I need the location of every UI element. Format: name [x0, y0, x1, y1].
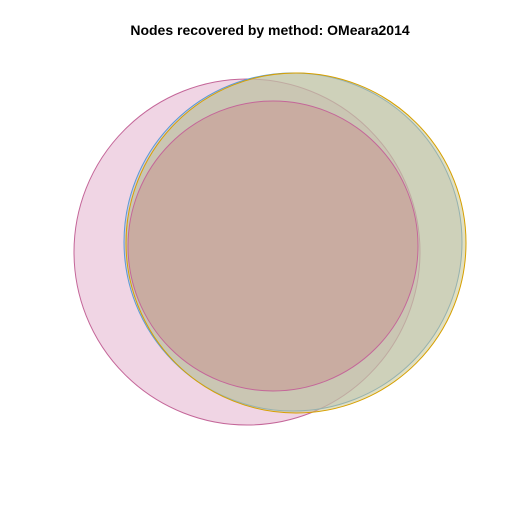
chart-title: Nodes recovered by method: OMeara2014: [130, 22, 410, 38]
venn-set-d-circle: [127, 100, 419, 392]
